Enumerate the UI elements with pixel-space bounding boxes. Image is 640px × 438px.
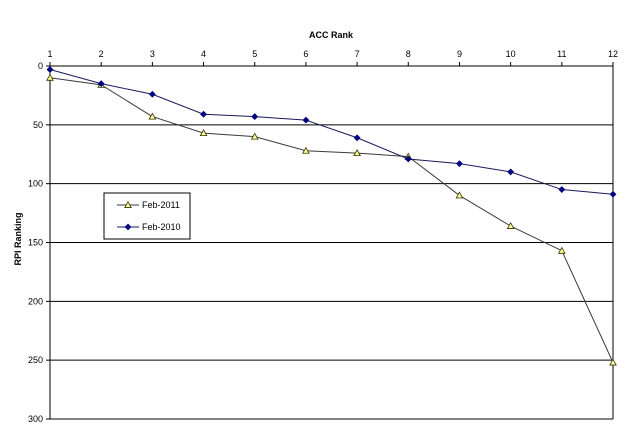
legend-item-feb-2011: Feb-2011 <box>117 200 180 210</box>
y-tick-label: 0 <box>38 61 43 71</box>
x-tick-label: 6 <box>303 49 308 59</box>
x-axis-title: ACC Rank <box>309 30 354 40</box>
data-point-feb-2011 <box>199 129 208 137</box>
legend-box <box>103 192 191 240</box>
x-tick-label: 11 <box>557 49 566 59</box>
series-line-feb-2010 <box>49 69 614 195</box>
y-tick-label: 150 <box>28 238 43 248</box>
data-point-feb-2010 <box>353 134 361 142</box>
data-point-feb-2011 <box>609 358 617 366</box>
series-line-feb-2011 <box>49 77 614 363</box>
data-point-feb-2011 <box>148 112 157 120</box>
data-point-feb-2011 <box>250 132 259 140</box>
x-tick-label: 1 <box>47 49 52 59</box>
legend-label-feb-2011: Feb-2011 <box>142 200 180 210</box>
data-point-feb-2011 <box>353 149 361 157</box>
data-point-feb-2010 <box>507 168 515 176</box>
data-point-feb-2011 <box>302 146 310 154</box>
data-point-feb-2010 <box>609 190 617 198</box>
data-point-feb-2010 <box>46 66 54 73</box>
grid-lines <box>50 124 613 420</box>
legend-item-feb-2010: Feb-2010 <box>117 222 181 232</box>
legend-marker-feb-2010 <box>124 223 132 231</box>
series-feb-2011 <box>46 73 617 366</box>
legend: Feb-2011 Feb-2010 <box>103 192 191 240</box>
data-point-feb-2010 <box>404 155 412 163</box>
x-tick-label: 8 <box>406 49 411 59</box>
x-tick-label: 5 <box>252 49 257 59</box>
y-tick-label: 200 <box>28 296 43 306</box>
y-tick-label: 250 <box>28 355 43 365</box>
data-point-feb-2011 <box>506 222 515 229</box>
x-tick-label: 9 <box>457 49 462 59</box>
data-point-feb-2010 <box>456 160 463 168</box>
y-tick-label: 300 <box>28 414 43 424</box>
x-tick-label: 7 <box>355 49 360 59</box>
y-tick-label: 50 <box>33 120 43 130</box>
series-feb-2010 <box>46 66 617 198</box>
data-point-feb-2010 <box>200 110 207 118</box>
x-tick-label: 10 <box>506 49 516 59</box>
x-tick-label: 4 <box>201 49 206 59</box>
legend-label-feb-2010: Feb-2010 <box>142 222 181 232</box>
data-point-feb-2010 <box>558 186 566 193</box>
x-tick-label: 3 <box>150 49 155 59</box>
data-point-feb-2011 <box>455 191 464 199</box>
series-lines <box>46 66 617 366</box>
data-point-feb-2010 <box>302 116 310 124</box>
data-point-feb-2010 <box>97 80 105 88</box>
data-point-feb-2011 <box>557 246 566 254</box>
x-tick-label: 2 <box>99 49 104 59</box>
data-point-feb-2010 <box>148 90 156 98</box>
y-tick-label: 100 <box>28 179 43 189</box>
data-point-feb-2010 <box>251 113 259 121</box>
x-tick-label: 12 <box>608 49 618 59</box>
y-axis-title: RPI Ranking <box>13 212 23 265</box>
data-point-feb-2011 <box>46 73 54 81</box>
legend-marker-feb-2011 <box>124 200 132 208</box>
